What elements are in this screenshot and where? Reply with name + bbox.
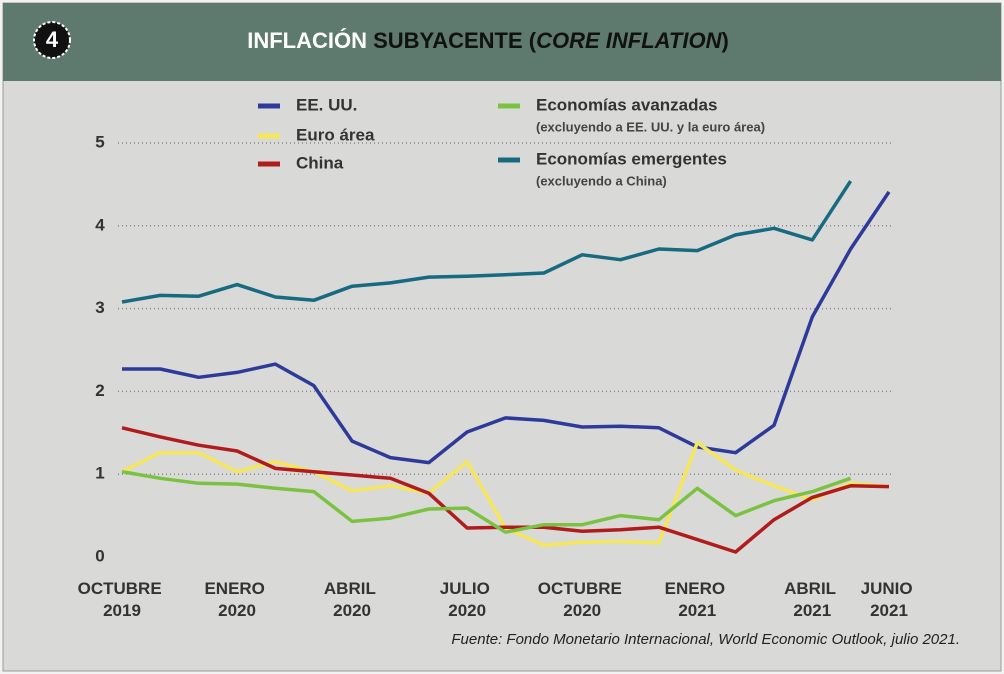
x-tick-label: ABRIL 2021 <box>784 579 840 620</box>
series-line <box>121 469 852 534</box>
y-tick-label: 3 <box>95 298 104 317</box>
legend-label: Economías avanzadas <box>536 95 717 114</box>
title-part: SUBYACENTE ( <box>367 28 537 53</box>
x-tick-label: ENERO 2021 <box>665 579 730 620</box>
badge-circle <box>33 21 71 59</box>
chart-title: INFLACIÓN SUBYACENTE (CORE INFLATION) <box>247 28 729 53</box>
header <box>3 3 1001 81</box>
y-tick-label: 0 <box>95 546 104 565</box>
legend-note: (excluyendo a EE. UU. y la euro área) <box>536 119 765 134</box>
legend-label: EE. UU. <box>296 95 357 114</box>
x-tick-label: OCTUBRE 2019 <box>78 579 167 620</box>
legend-note: (excluyendo a China) <box>536 173 667 188</box>
series-line <box>121 426 890 554</box>
x-tick-label: JUNIO 2021 <box>861 579 918 620</box>
title-part: CORE INFLATION <box>536 28 722 53</box>
y-tick-label: 5 <box>95 132 104 151</box>
y-tick-label: 2 <box>95 381 104 400</box>
badge: 4 <box>46 27 59 52</box>
series-line <box>122 190 891 465</box>
legend-label: Euro área <box>296 125 375 144</box>
legend-label: Economías emergentes <box>536 149 727 168</box>
title-part: ) <box>721 28 728 53</box>
y-tick-label: 1 <box>95 464 104 483</box>
series-line <box>121 180 853 304</box>
x-tick-label: ENERO 2020 <box>204 579 269 620</box>
source: Fuente: Fondo Monetario Internacional, W… <box>451 631 960 648</box>
title-part: INFLACIÓN <box>247 28 367 53</box>
legend-label: China <box>296 153 344 172</box>
x-tick-label: OCTUBRE 2020 <box>538 579 627 620</box>
x-tick-label: JULIO 2020 <box>440 579 495 620</box>
x-tick-label: ABRIL 2020 <box>324 579 380 620</box>
y-tick-label: 4 <box>95 215 105 234</box>
